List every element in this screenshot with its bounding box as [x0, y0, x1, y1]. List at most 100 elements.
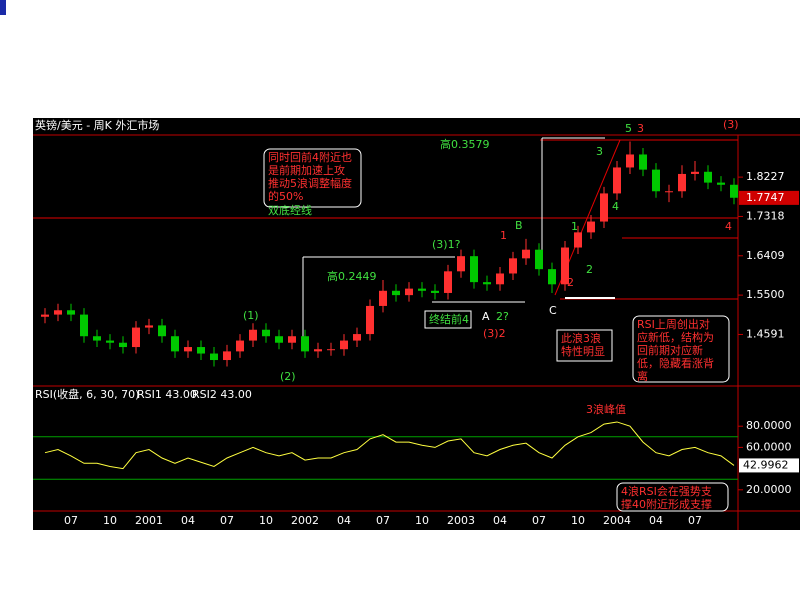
annotation: 的50% [268, 189, 303, 203]
x-tick-label: 10 [571, 514, 585, 527]
candle-body [574, 232, 582, 248]
x-tick-label: 07 [688, 514, 702, 527]
rsi-line [44, 421, 735, 470]
candle-body [353, 334, 361, 341]
candle-body [158, 325, 166, 337]
chart-area [33, 118, 800, 530]
annotation: (1) [243, 309, 259, 322]
last-value-box [739, 190, 799, 205]
annotation: 双底经线 [268, 203, 312, 217]
candle-body [483, 282, 491, 285]
candle-body [561, 247, 569, 285]
y-tick-label: 60.0000 [746, 440, 792, 453]
y-tick-label: 1.4591 [746, 327, 785, 340]
candle-body [314, 349, 322, 352]
candle-body [691, 171, 699, 174]
annotation: 5 [625, 122, 632, 135]
rsi-title: RSI(收盘, 6, 30, 70) [35, 387, 139, 401]
x-tick-label: 2002 [291, 514, 319, 527]
candle-body [457, 256, 465, 272]
x-tick-label: 07 [220, 514, 234, 527]
x-tick-label: 2004 [603, 514, 631, 527]
candle-body [470, 256, 478, 283]
annotation: 3浪峰值 [586, 402, 626, 416]
annotation: 1 [500, 229, 507, 242]
annotation: 4浪RSI会在强势支 [621, 484, 712, 498]
candle-body [41, 314, 49, 317]
candle-body [392, 290, 400, 296]
candle-body [54, 310, 62, 315]
candle-body [379, 290, 387, 306]
annotation: 低，隐藏看涨背 [637, 356, 714, 370]
candle-body [288, 336, 296, 343]
x-tick-label: 07 [376, 514, 390, 527]
candle-body [197, 347, 205, 354]
candle-body [496, 273, 504, 285]
annotation-box [263, 148, 362, 208]
annotation-box [424, 310, 472, 329]
annotation: (2) [280, 370, 296, 383]
last-value: 42.9962 [743, 458, 789, 471]
candle-body [665, 191, 673, 193]
annotation: (3)2 [483, 327, 506, 340]
candle-body [587, 221, 595, 233]
annotation: 此浪3浪 [561, 331, 601, 345]
candle-body [535, 249, 543, 270]
annotation: 1 [571, 220, 578, 233]
x-tick-label: 04 [649, 514, 663, 527]
x-tick-label: 10 [103, 514, 117, 527]
candle-body [67, 310, 75, 315]
y-tick-label: 1.7318 [746, 209, 785, 222]
annotation-box [556, 329, 613, 362]
x-tick-label: 10 [259, 514, 273, 527]
x-tick-label: 04 [181, 514, 195, 527]
x-tick-label: 04 [337, 514, 351, 527]
candle-body [145, 325, 153, 328]
candle-body [327, 349, 335, 351]
y-tick-label: 80.0000 [746, 419, 792, 432]
annotation: 是前期加速上攻 [268, 163, 345, 177]
candle-body [171, 336, 179, 352]
annotation: 2 [567, 276, 574, 289]
candle-body [184, 347, 192, 352]
candle-body [730, 184, 738, 198]
candle-body [93, 336, 101, 341]
candle-body [444, 271, 452, 293]
annotation: RSI上周创出对 [637, 317, 710, 331]
annotation: 4 [725, 220, 732, 233]
candle-body [301, 336, 309, 352]
candle-body [704, 171, 712, 183]
candle-body [639, 154, 647, 170]
annotation: 3 [637, 122, 644, 135]
x-tick-label: 2003 [447, 514, 475, 527]
annotation: 回前期对应新 [637, 343, 703, 357]
annotation: (3) [723, 118, 739, 131]
x-tick-label: 07 [532, 514, 546, 527]
candle-body [600, 193, 608, 222]
x-tick-label: 2001 [135, 514, 163, 527]
annotation: B [515, 219, 523, 232]
annotation: 推动5浪调整幅度 [268, 176, 352, 190]
y-tick-label: 1.6409 [746, 249, 785, 262]
candle-body [340, 340, 348, 350]
rsi-value: RSI1 43.00 [137, 388, 197, 401]
candle-body [262, 329, 270, 337]
annotation: 离 [637, 369, 648, 383]
candle-body [509, 258, 517, 274]
annotation: 撑40附近形成支撑 [621, 497, 712, 511]
chart-title: 英镑/美元 - 周K 外汇市场 [35, 118, 159, 132]
y-tick-label: 1.8227 [746, 170, 785, 183]
y-tick-label: 1.5500 [746, 288, 785, 301]
candle-body [132, 327, 140, 348]
x-tick-label: 07 [64, 514, 78, 527]
annotation: 高0.3579 [440, 137, 490, 151]
annotation: 3 [596, 145, 603, 158]
annotation-box [632, 315, 730, 383]
annotation: (3)1? [432, 238, 461, 251]
annotation: 特性明显 [561, 344, 605, 358]
candle-body [717, 182, 725, 185]
candle-body [366, 305, 374, 335]
candle-body [405, 288, 413, 296]
